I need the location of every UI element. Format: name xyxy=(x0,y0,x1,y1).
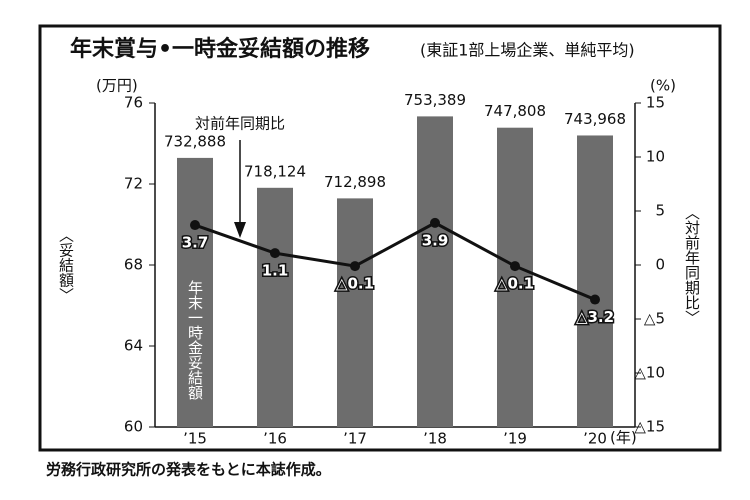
chart-title: 年末賞与•一時金妥結額の推移 xyxy=(70,36,370,62)
line-value-label: △3.2 xyxy=(576,308,614,326)
bar-value-label: 743,968 xyxy=(564,110,626,128)
y2-unit: (%) xyxy=(650,77,676,95)
y-tick-label: 64 xyxy=(124,337,143,355)
line-value-label: 1.1 xyxy=(262,262,289,280)
y2-tick-label: 15 xyxy=(646,94,665,112)
y-tick-label: 76 xyxy=(124,94,143,112)
line-annotation: 対前年同期比 xyxy=(195,115,285,133)
line xyxy=(194,221,596,301)
bar xyxy=(177,157,213,427)
x-unit: (年) xyxy=(610,429,637,447)
line-point xyxy=(430,217,440,228)
y-tick-label: 72 xyxy=(124,175,143,193)
y-axis-label: 〈妥結額〉 xyxy=(57,228,75,303)
line-point xyxy=(270,248,280,259)
footnote: 労務行政研究所の発表をもとに本誌作成。 xyxy=(46,461,331,479)
chart-subtitle: (東証1部上場企業、単純平均) xyxy=(420,41,635,60)
x-tick-label: ’20 xyxy=(583,430,607,448)
line-value-label: 3.9 xyxy=(422,231,449,249)
y-tick-label: 68 xyxy=(124,256,143,274)
bar-value-label: 753,389 xyxy=(404,91,466,109)
x-tick-label: ’16 xyxy=(263,430,287,448)
bar-value-label: 747,808 xyxy=(484,102,546,120)
bar xyxy=(577,135,613,428)
bar-series-name: 年末一時金妥結額 xyxy=(186,280,204,400)
y2-tick-label: △10 xyxy=(634,364,665,382)
line-point xyxy=(190,220,200,231)
bar-value-label: 718,124 xyxy=(244,162,306,180)
line-value-label: △0.1 xyxy=(336,275,374,293)
arrow-head xyxy=(234,222,246,238)
bar xyxy=(417,116,453,428)
bar xyxy=(257,187,293,427)
x-tick-label: ’18 xyxy=(423,430,447,448)
line-point xyxy=(510,261,520,272)
y2-tick-label: △5 xyxy=(644,310,665,328)
y2-tick-label: 10 xyxy=(646,148,665,166)
x-tick-label: ’19 xyxy=(503,430,527,448)
x-tick-label: ’15 xyxy=(183,430,207,448)
y-tick-label: 60 xyxy=(124,418,143,436)
y-unit: (万円) xyxy=(96,77,138,95)
y2-tick-label: 5 xyxy=(655,202,665,220)
x-tick-label: ’17 xyxy=(343,430,367,448)
line-value-label: 3.7 xyxy=(182,234,209,252)
bar xyxy=(337,198,373,427)
line-value-label: △0.1 xyxy=(496,275,534,293)
y2-tick-label: △15 xyxy=(634,418,665,436)
y2-axis-label: 〈対前年同期比〉 xyxy=(683,205,701,325)
bar xyxy=(497,127,533,428)
bar-value-label: 712,898 xyxy=(324,173,386,191)
bar-value-label: 732,888 xyxy=(164,132,226,150)
frame xyxy=(38,24,722,452)
line-point xyxy=(350,261,360,272)
line-point xyxy=(590,294,600,305)
y2-tick-label: 0 xyxy=(655,256,665,274)
